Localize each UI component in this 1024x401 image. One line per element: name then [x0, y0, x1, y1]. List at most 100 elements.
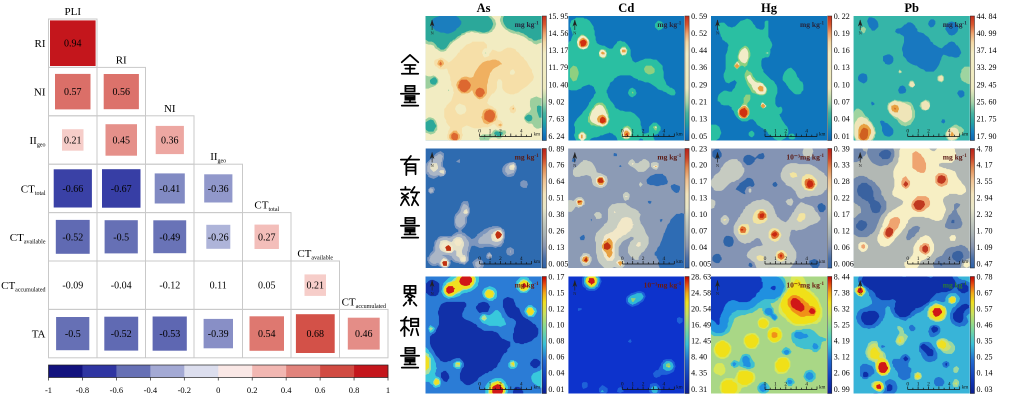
svg-text:0. 01: 0. 01 [834, 132, 850, 141]
svg-text:0. 52: 0. 52 [691, 29, 707, 38]
svg-text:0. 47: 0. 47 [977, 259, 993, 268]
svg-text:7. 63: 7. 63 [548, 115, 564, 124]
svg-text:0. 10: 0. 10 [834, 80, 850, 89]
svg-text:0. 13: 0. 13 [834, 63, 850, 72]
svg-text:0. 04: 0. 04 [834, 115, 850, 124]
svg-text:NI: NI [34, 87, 46, 99]
svg-text:0. 29: 0. 29 [691, 80, 707, 89]
svg-text:25. 60: 25. 60 [977, 98, 997, 107]
svg-text:0. 13: 0. 13 [548, 243, 564, 252]
svg-text:10⁻³mg kg-1: 10⁻³mg kg-1 [786, 153, 824, 162]
svg-text:20. 54: 20. 54 [691, 304, 711, 313]
svg-text:0. 07: 0. 07 [834, 98, 850, 107]
svg-text:16. 49: 16. 49 [691, 321, 711, 330]
svg-text:N: N [430, 291, 434, 296]
svg-text:2: 2 [642, 382, 645, 388]
svg-text:4: 4 [948, 256, 951, 262]
svg-text:mg kg-1: mg kg-1 [657, 20, 681, 29]
svg-text:0. 38: 0. 38 [548, 210, 564, 219]
svg-text:0: 0 [906, 256, 909, 262]
svg-text:0: 0 [621, 256, 624, 262]
svg-text:28. 63: 28. 63 [691, 272, 711, 281]
svg-text:0: 0 [478, 382, 481, 388]
svg-text:0.68: 0.68 [306, 329, 324, 340]
svg-text:29. 45: 29. 45 [977, 80, 997, 89]
svg-text:TA: TA [32, 329, 46, 341]
svg-text:0.21: 0.21 [306, 281, 324, 292]
svg-text:N: N [859, 291, 863, 296]
svg-text:1: 1 [489, 256, 492, 262]
svg-text:km: km [962, 386, 969, 391]
svg-text:-0.39: -0.39 [208, 329, 229, 340]
svg-text:4: 4 [805, 256, 808, 262]
svg-text:4. 17: 4. 17 [977, 161, 993, 170]
svg-text:0. 19: 0. 19 [834, 29, 850, 38]
svg-text:4: 4 [663, 129, 666, 135]
svg-text:km: km [819, 386, 826, 391]
svg-text:mg kg-1: mg kg-1 [943, 20, 967, 29]
svg-text:33. 29: 33. 29 [977, 63, 997, 72]
svg-text:0. 67: 0. 67 [977, 288, 993, 297]
svg-text:1: 1 [774, 256, 777, 262]
svg-text:4: 4 [520, 382, 523, 388]
svg-text:Hg: Hg [761, 1, 778, 15]
svg-text:8. 44: 8. 44 [834, 272, 850, 281]
svg-text:0.57: 0.57 [64, 87, 82, 98]
svg-text:N: N [573, 31, 577, 36]
svg-text:RI: RI [116, 54, 127, 66]
svg-text:6. 24: 6. 24 [548, 132, 564, 141]
svg-text:0: 0 [621, 129, 624, 135]
svg-text:-0.41: -0.41 [159, 184, 180, 195]
svg-text:0. 06: 0. 06 [548, 353, 564, 362]
svg-text:2: 2 [499, 382, 502, 388]
svg-text:0. 005: 0. 005 [548, 259, 568, 268]
svg-text:0. 23: 0. 23 [691, 144, 707, 153]
svg-text:-0.12: -0.12 [159, 281, 180, 292]
svg-text:15. 95: 15. 95 [548, 12, 568, 21]
svg-text:1: 1 [774, 382, 777, 388]
svg-text:0.6: 0.6 [315, 385, 326, 395]
svg-text:0. 22: 0. 22 [834, 194, 850, 203]
svg-text:0: 0 [764, 256, 767, 262]
svg-text:km: km [676, 133, 683, 138]
svg-text:0.36: 0.36 [161, 136, 179, 147]
svg-text:0.54: 0.54 [258, 329, 276, 340]
svg-text:0. 10: 0. 10 [691, 210, 707, 219]
svg-text:0. 17: 0. 17 [548, 272, 564, 281]
svg-text:0.05: 0.05 [258, 281, 276, 292]
svg-text:0.4: 0.4 [281, 385, 292, 395]
svg-text:0. 10: 0. 10 [548, 321, 564, 330]
svg-text:0. 26: 0. 26 [548, 226, 564, 235]
svg-text:-1: -1 [45, 385, 52, 395]
svg-text:-0.5: -0.5 [113, 232, 129, 243]
svg-text:-0.66: -0.66 [62, 184, 83, 195]
svg-text:mg kg-1: mg kg-1 [943, 281, 967, 290]
svg-text:0. 15: 0. 15 [548, 288, 564, 297]
svg-text:mg kg-1: mg kg-1 [515, 153, 539, 162]
svg-text:4: 4 [520, 256, 523, 262]
svg-text:Cd: Cd [618, 1, 634, 15]
svg-text:2. 32: 2. 32 [977, 210, 993, 219]
svg-text:4: 4 [663, 256, 666, 262]
svg-text:1. 70: 1. 70 [977, 226, 993, 235]
svg-text:10. 40: 10. 40 [548, 80, 568, 89]
svg-text:1: 1 [917, 382, 920, 388]
svg-text:2: 2 [499, 256, 502, 262]
svg-text:0.2: 0.2 [247, 385, 258, 395]
svg-text:0: 0 [906, 129, 909, 135]
svg-text:0. 39: 0. 39 [834, 144, 850, 153]
svg-text:N: N [430, 163, 434, 168]
svg-text:0. 006: 0. 006 [834, 259, 854, 268]
svg-text:0.56: 0.56 [112, 87, 130, 98]
svg-text:0: 0 [621, 382, 624, 388]
svg-text:1: 1 [631, 382, 634, 388]
svg-text:0. 89: 0. 89 [548, 144, 564, 153]
svg-text:0. 12: 0. 12 [548, 304, 564, 313]
svg-text:km: km [819, 260, 826, 265]
svg-text:0. 57: 0. 57 [977, 304, 993, 313]
svg-text:N: N [716, 163, 720, 168]
svg-text:0. 35: 0. 35 [977, 337, 993, 346]
svg-text:0. 01: 0. 01 [548, 385, 564, 394]
svg-text:km: km [962, 260, 969, 265]
svg-text:-0.52: -0.52 [111, 329, 132, 340]
